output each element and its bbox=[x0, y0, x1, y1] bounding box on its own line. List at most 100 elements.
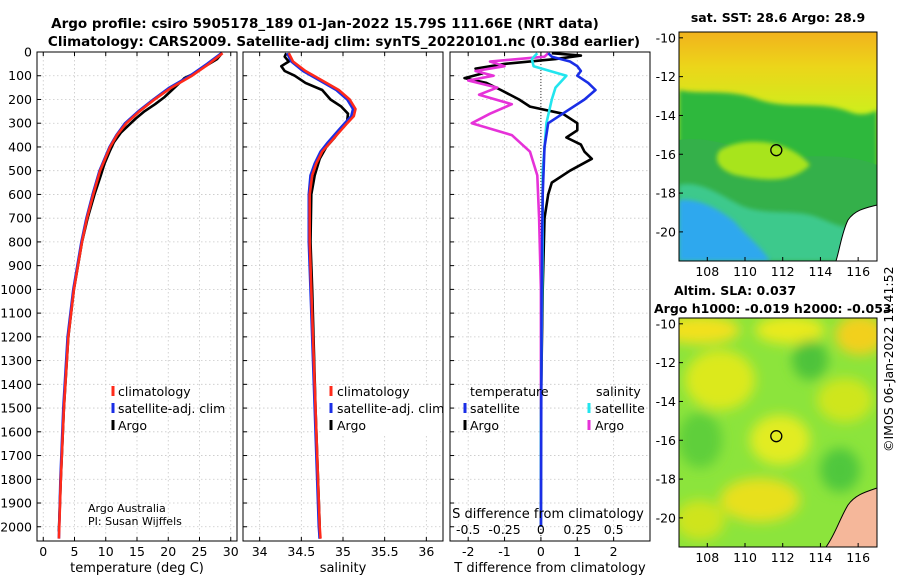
s-tick-label: 0.25 bbox=[563, 522, 591, 537]
title-line-2: Climatology: CARS2009. Satellite-adj cli… bbox=[48, 34, 640, 50]
y-tick-label: 500 bbox=[8, 163, 32, 178]
y-tick-label: 1100 bbox=[0, 306, 32, 321]
difference-legend: temperature salinity satellite Argo sate… bbox=[463, 384, 645, 433]
sla-blob bbox=[720, 478, 800, 522]
y-tick-label: 100 bbox=[8, 68, 32, 83]
sla-blob bbox=[792, 340, 828, 380]
temperature-legend: climatology satellite-adj. clim Argo bbox=[111, 384, 225, 433]
y-tick-label: 1700 bbox=[0, 448, 32, 463]
map-x-tick-label: 110 bbox=[733, 550, 757, 565]
credit-line-2: PI: Susan Wijffels bbox=[88, 515, 182, 528]
map-y-tick-label: -20 bbox=[656, 510, 676, 525]
y-tick-label: 1600 bbox=[0, 424, 32, 439]
sla-blob bbox=[820, 448, 860, 492]
sla-blob bbox=[685, 350, 755, 410]
sst-argo-marker bbox=[770, 144, 783, 157]
s-tick-label: 0.5 bbox=[604, 522, 624, 537]
sla-map-title: Altim. SLA: 0.037 bbox=[674, 283, 796, 298]
series-line-t-argo bbox=[463, 51, 594, 527]
y-tick-label: 700 bbox=[8, 211, 32, 226]
legend-label-satellite: satellite-adj. clim bbox=[118, 401, 225, 416]
sla-blob bbox=[679, 500, 725, 540]
y-tick-label: 1300 bbox=[0, 353, 32, 368]
sla-argo-marker bbox=[770, 430, 783, 443]
map-x-tick-label: 116 bbox=[846, 550, 870, 565]
y-tick-label: 400 bbox=[8, 139, 32, 154]
x-axis-label: T difference from climatology bbox=[453, 561, 646, 576]
plot-frame bbox=[449, 51, 651, 542]
s-tick-label: 0 bbox=[537, 522, 545, 537]
map-y-tick-label: -18 bbox=[656, 186, 676, 201]
salinity-legend: climatology satellite-adj. clim Argo bbox=[322, 384, 444, 435]
sst-frame bbox=[678, 31, 878, 262]
sla-blob bbox=[835, 318, 877, 355]
series-line-argo bbox=[57, 52, 223, 532]
s-difference-ticks: -0.5 -0.25 0 0.25 0.5 bbox=[456, 522, 624, 537]
series-line-s-argo bbox=[466, 52, 550, 527]
sla-frame bbox=[678, 317, 878, 548]
series-line-t-satellite bbox=[539, 52, 597, 527]
x-tick-label: -2 bbox=[462, 544, 474, 559]
legend-label-climatology: climatology bbox=[337, 384, 410, 399]
difference-panel: -2 -1 0 1 2 T difference from climatology bbox=[449, 51, 651, 576]
legend-label-s-satellite: satellite bbox=[595, 401, 645, 416]
map-y-tick-label: -10 bbox=[656, 30, 676, 45]
sst-blue-patch bbox=[679, 199, 770, 261]
map-y-tick-label: -10 bbox=[656, 316, 676, 331]
credit-line-1: Argo Australia bbox=[88, 502, 166, 515]
map-y-tick-label: -16 bbox=[656, 433, 676, 448]
series-line-climatology bbox=[57, 52, 224, 539]
sst-map-title: sat. SST: 28.6 Argo: 28.9 bbox=[691, 10, 865, 25]
y-tick-label: 600 bbox=[8, 187, 32, 202]
x-tick-label: 0 bbox=[537, 544, 545, 559]
sst-warm-patch bbox=[716, 141, 810, 180]
legend-label-t-satellite: satellite bbox=[470, 401, 520, 416]
y-tick-label: 1200 bbox=[0, 329, 32, 344]
sla-map: Altim. SLA: 0.037 Argo h1000: -0.019 h20… bbox=[654, 283, 892, 565]
y-tick-label: 2000 bbox=[0, 519, 32, 534]
y-tick-label: 1400 bbox=[0, 377, 32, 392]
timestamp-stamp: ©IMOS 06-Jan-2022 11:41:52 bbox=[881, 266, 896, 452]
x-tick-label: 25 bbox=[192, 544, 208, 559]
legend-label-climatology: climatology bbox=[118, 384, 191, 399]
salinity-legend-background bbox=[322, 385, 440, 435]
x-tick-label: 35.5 bbox=[371, 544, 399, 559]
x-tick-label: 1 bbox=[573, 544, 581, 559]
map-y-tick-label: -18 bbox=[656, 472, 676, 487]
legend-label-satellite: satellite-adj. clim bbox=[337, 401, 444, 416]
legend-label-s-argo: Argo bbox=[595, 418, 624, 433]
series-line-satellite-adj-clim bbox=[57, 52, 223, 539]
s-tick-label: -0.5 bbox=[456, 522, 480, 537]
map-y-tick-label: -16 bbox=[656, 147, 676, 162]
x-tick-label: 34.5 bbox=[287, 544, 315, 559]
legend-label-argo: Argo bbox=[337, 418, 366, 433]
depth-axis: 0 100 200 300 400 500 600 700 800 900 1000 1100 1200… bbox=[0, 45, 32, 535]
y-tick-label: 1000 bbox=[0, 282, 32, 297]
y-tick-label: 300 bbox=[8, 116, 32, 131]
x-tick-label: -1 bbox=[498, 544, 510, 559]
map-y-tick-label: -12 bbox=[656, 355, 676, 370]
x-tick-label: 2 bbox=[610, 544, 618, 559]
sla-blob bbox=[679, 318, 740, 344]
x-tick-label: 20 bbox=[160, 544, 176, 559]
series-line-climatology bbox=[287, 52, 357, 539]
y-tick-label: 200 bbox=[8, 92, 32, 107]
sst-axes: 108 110 112 114 116 -10 -12 -14 -16 -18 -20 bbox=[656, 30, 871, 279]
y-tick-label: 1900 bbox=[0, 496, 32, 511]
map-x-tick-label: 112 bbox=[771, 264, 795, 279]
x-tick-label: 5 bbox=[71, 544, 79, 559]
map-x-tick-label: 108 bbox=[695, 264, 719, 279]
sla-axes: 108 110 112 114 116 -10 -12 -14 -16 -18 -20 bbox=[656, 316, 871, 565]
x-axis-label: salinity bbox=[320, 561, 367, 576]
legend-label-t-argo: Argo bbox=[470, 418, 499, 433]
x-tick-label: 30 bbox=[223, 544, 239, 559]
x-tick-label: 36 bbox=[418, 544, 434, 559]
map-x-tick-label: 114 bbox=[808, 264, 832, 279]
x-tick-label: 34 bbox=[252, 544, 268, 559]
map-x-tick-label: 108 bbox=[695, 550, 719, 565]
s-tick-label: -0.25 bbox=[488, 522, 520, 537]
salinity-panel: 34 34.5 35 35.5 36 salinity bbox=[242, 51, 444, 576]
legend-header-temperature: temperature bbox=[470, 384, 549, 399]
x-tick-label: 0 bbox=[39, 544, 47, 559]
